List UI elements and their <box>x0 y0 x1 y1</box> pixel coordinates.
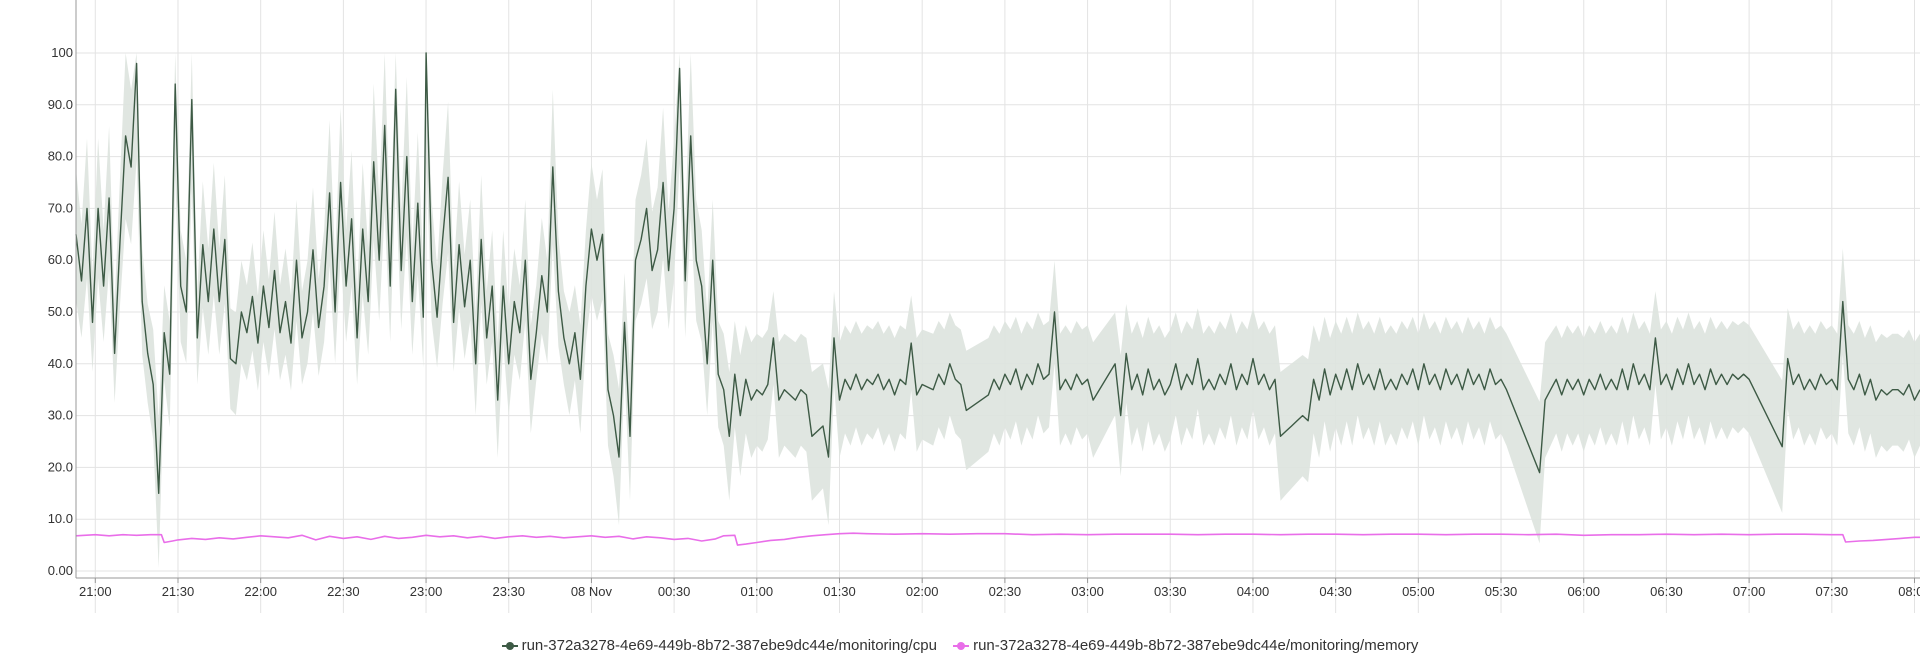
legend-label-cpu: run-372a3278-4e69-449b-8b72-387ebe9dc44e… <box>521 637 937 654</box>
y-tick-label: 70.0 <box>48 200 73 215</box>
series-lines <box>75 52 1920 546</box>
x-tick-label: 21:00 <box>79 584 112 599</box>
memory-series-marker-icon <box>953 640 970 652</box>
x-tick-label: 22:00 <box>244 584 277 599</box>
y-tick-label: 30.0 <box>48 408 73 423</box>
x-tick-label: 05:30 <box>1485 584 1518 599</box>
legend-item-memory[interactable]: run-372a3278-4e69-449b-8b72-387ebe9dc44e… <box>953 637 1418 654</box>
y-tick-label: 0.00 <box>48 563 73 578</box>
x-tick-label: 06:30 <box>1650 584 1683 599</box>
x-tick-label: 04:30 <box>1319 584 1352 599</box>
x-tick-label: 00:30 <box>658 584 691 599</box>
x-tick-label: 22:30 <box>327 584 360 599</box>
x-tick-label: 02:00 <box>906 584 939 599</box>
x-tick-label: 06:00 <box>1567 584 1600 599</box>
x-tick-label: 21:30 <box>162 584 195 599</box>
y-tick-label: 50.0 <box>48 304 73 319</box>
grid <box>76 0 1920 613</box>
y-tick-label: 90.0 <box>48 97 73 112</box>
y-tick-label: 60.0 <box>48 252 73 267</box>
x-tick-label: 01:00 <box>741 584 774 599</box>
x-tick-label: 01:30 <box>823 584 856 599</box>
x-tick-label: 23:30 <box>492 584 525 599</box>
chart-legend: run-372a3278-4e69-449b-8b72-387ebe9dc44e… <box>0 637 1920 656</box>
axes <box>75 0 1920 583</box>
y-axis-ticks: 0.00 10.0 20.0 30.0 40.0 50.0 60.0 70.0 80.0 90.0… <box>48 45 73 578</box>
x-tick-label: 08 Nov <box>571 584 613 599</box>
x-tick-label: 05:00 <box>1402 584 1435 599</box>
y-tick-label: 10.0 <box>48 511 73 526</box>
x-tick-label: 08:00 <box>1898 584 1920 599</box>
cpu-series-marker-icon <box>501 640 518 652</box>
y-tick-label: 80.0 <box>48 149 73 164</box>
y-tick-label: 20.0 <box>48 459 73 474</box>
cpu-range-band <box>76 53 1920 568</box>
legend-label-memory: run-372a3278-4e69-449b-8b72-387ebe9dc44e… <box>973 637 1419 654</box>
cpu-range-band-area <box>76 53 1920 568</box>
cpu-series-line[interactable] <box>75 52 1920 494</box>
memory-series-line[interactable] <box>75 532 1920 546</box>
x-axis-ticks: 21:00 21:30 22:00 22:30 23:00 23:30 08 Nov 00:3… <box>79 584 1920 599</box>
x-tick-label: 04:00 <box>1237 584 1270 599</box>
x-tick-label: 03:00 <box>1071 584 1104 599</box>
x-tick-label: 02:30 <box>989 584 1022 599</box>
legend-item-cpu[interactable]: run-372a3278-4e69-449b-8b72-387ebe9dc44e… <box>501 637 937 654</box>
x-tick-label: 07:30 <box>1816 584 1849 599</box>
y-tick-label: 40.0 <box>48 356 73 371</box>
x-tick-label: 07:00 <box>1733 584 1766 599</box>
x-tick-label: 03:30 <box>1154 584 1187 599</box>
x-tick-label: 23:00 <box>410 584 443 599</box>
y-tick-label: 100 <box>51 45 73 60</box>
